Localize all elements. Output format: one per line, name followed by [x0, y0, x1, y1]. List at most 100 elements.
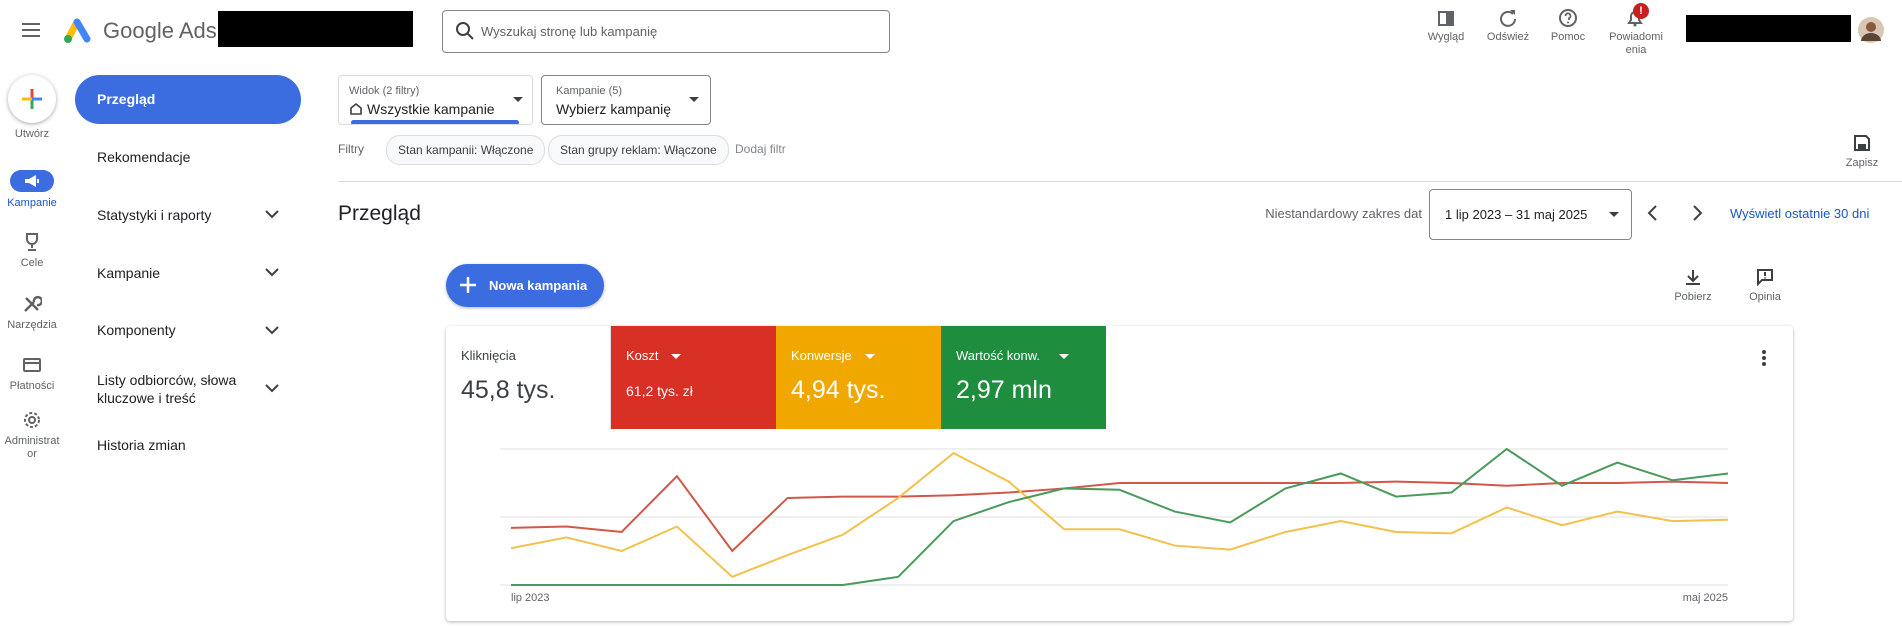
- billing-icon[interactable]: [22, 355, 42, 375]
- rail-label[interactable]: Kampanie: [7, 197, 57, 209]
- redacted-account: [218, 11, 413, 47]
- nav-label: Przegląd: [97, 91, 156, 107]
- metrics-card: Kliknięcia 45,8 tys. Koszt 61,2 tys. zł Konw…: [446, 326, 1793, 621]
- x-axis-label: lip 2023: [511, 592, 550, 604]
- search-icon: [456, 22, 474, 40]
- save-label[interactable]: Zapisz: [1845, 157, 1879, 169]
- home-icon: [350, 102, 362, 115]
- action-label[interactable]: Wygląd: [1427, 31, 1465, 43]
- divider: [338, 181, 1902, 182]
- previous-period[interactable]: [1645, 204, 1661, 222]
- selector-label: Kampanie (5): [556, 85, 623, 97]
- button-label: Nowa kampania: [489, 278, 588, 293]
- arrow: [1058, 354, 1069, 359]
- metric-tile[interactable]: Konwersje 4,94 tys.: [776, 326, 941, 429]
- download-label[interactable]: Pobierz: [1674, 291, 1712, 303]
- selector-value: Wybierz kampanię: [556, 101, 672, 117]
- create-button[interactable]: [8, 75, 56, 123]
- selector-label: Widok (2 filtry): [349, 85, 420, 97]
- rail-label[interactable]: Cele: [20, 257, 44, 269]
- last-30-days[interactable]: Wyświetl ostatnie 30 dni: [1730, 206, 1870, 221]
- dropdown-arrow: [1609, 212, 1619, 217]
- nav-item[interactable]: Historia zmian: [97, 437, 186, 453]
- metric-label: Kliknięcia: [461, 348, 516, 363]
- nav-item[interactable]: Statystyki i raporty: [97, 207, 212, 223]
- add-filter[interactable]: Dodaj filtr: [735, 142, 786, 156]
- filter-chip[interactable]: Stan grupy reklam: Włączone: [548, 135, 729, 165]
- expand-icon[interactable]: [264, 324, 280, 336]
- action-label[interactable]: Powiadomienia: [1609, 31, 1663, 56]
- refresh-icon[interactable]: [1498, 8, 1518, 28]
- series-line: [510, 451, 1729, 578]
- nav-item[interactable]: Kampanie: [97, 265, 161, 281]
- dropdown-arrow: [513, 97, 523, 102]
- metric-tile[interactable]: Wartość konw. 2,97 mln: [941, 326, 1106, 429]
- tools-icon[interactable]: [22, 294, 42, 314]
- download-icon[interactable]: [1684, 268, 1702, 286]
- date-range: 1 lip 2023 – 31 maj 2025: [1445, 207, 1588, 222]
- campaign-selector[interactable]: Kampanie (5) Wybierz kampanię: [541, 75, 711, 125]
- metric-dropdown[interactable]: [670, 353, 682, 361]
- metric-dropdown[interactable]: [864, 353, 876, 361]
- logo[interactable]: [63, 17, 93, 43]
- metric-tile[interactable]: Kliknięcia 45,8 tys.: [446, 326, 611, 429]
- help-icon[interactable]: [1558, 8, 1578, 28]
- arrow: [864, 354, 875, 359]
- product-name: Google Ads: [103, 18, 217, 43]
- metric-value: 61,2 tys. zł: [626, 383, 693, 399]
- filters-label: Filtry: [338, 142, 364, 156]
- notification-badge: !: [1633, 3, 1649, 19]
- nav-item[interactable]: Rekomendacje: [97, 149, 191, 165]
- date-range-label: Niestandardowy zakres dat: [1265, 206, 1422, 221]
- create-icon: [22, 89, 42, 109]
- metric-value: 2,97 mln: [956, 376, 1052, 404]
- rail-label[interactable]: Płatności: [9, 380, 55, 392]
- feedback-icon[interactable]: [1756, 268, 1774, 286]
- admin-icon[interactable]: [22, 410, 42, 430]
- rail-label[interactable]: Administrator: [4, 435, 60, 460]
- menu-button[interactable]: [20, 20, 44, 40]
- view-selector[interactable]: Widok (2 filtry) Wszystkie kampanie: [338, 75, 533, 125]
- metric-label: Wartość konw.: [956, 348, 1041, 363]
- page-title: Przegląd: [338, 202, 421, 225]
- more-menu[interactable]: [1756, 348, 1772, 368]
- rail-label[interactable]: Utwórz: [14, 128, 50, 140]
- feedback-label[interactable]: Opinia: [1749, 291, 1781, 303]
- metric-value: 45,8 tys.: [461, 376, 556, 404]
- dropdown-arrow: [689, 97, 699, 102]
- expand-icon[interactable]: [264, 208, 280, 220]
- action-label[interactable]: Pomoc: [1550, 31, 1586, 43]
- metric-label: Konwersje: [791, 348, 852, 363]
- date-range-picker[interactable]: 1 lip 2023 – 31 maj 2025: [1429, 189, 1632, 240]
- selector-underline: [351, 120, 519, 124]
- next-period[interactable]: [1689, 204, 1705, 222]
- metric-tile[interactable]: Koszt 61,2 tys. zł: [611, 326, 776, 429]
- redacted-user: [1686, 15, 1851, 42]
- search-box[interactable]: Wyszukaj stronę lub kampanię: [442, 10, 890, 53]
- expand-icon[interactable]: [264, 266, 280, 278]
- save-icon[interactable]: [1852, 133, 1872, 153]
- nav-item[interactable]: Komponenty: [97, 322, 176, 338]
- selector-value: Wszystkie kampanie: [367, 101, 495, 117]
- rail-label[interactable]: Narzędzia: [7, 319, 57, 331]
- search-placeholder: Wyszukaj stronę lub kampanię: [481, 24, 658, 39]
- x-axis-label: maj 2025: [1683, 592, 1728, 604]
- appearance-icon[interactable]: [1436, 8, 1456, 28]
- campaign-icon: [25, 175, 39, 187]
- new-campaign-button[interactable]: Nowa kampania: [446, 264, 604, 307]
- nav-active[interactable]: Przegląd: [75, 75, 301, 124]
- filter-chip[interactable]: Stan kampanii: Włączone: [386, 135, 546, 165]
- metric-dropdown[interactable]: [1058, 353, 1070, 361]
- goals-icon[interactable]: [22, 232, 42, 252]
- avatar[interactable]: [1858, 17, 1884, 43]
- rail-active-pill[interactable]: [10, 170, 54, 192]
- metric-value: 4,94 tys.: [791, 376, 886, 404]
- nav-item[interactable]: Listy odbiorców, słowa kluczowe i treść: [97, 372, 237, 406]
- series-line: [510, 474, 1729, 553]
- expand-icon[interactable]: [264, 382, 280, 394]
- action-label[interactable]: Odśwież: [1486, 31, 1530, 43]
- arrow: [670, 354, 681, 359]
- metric-label: Koszt: [626, 348, 659, 363]
